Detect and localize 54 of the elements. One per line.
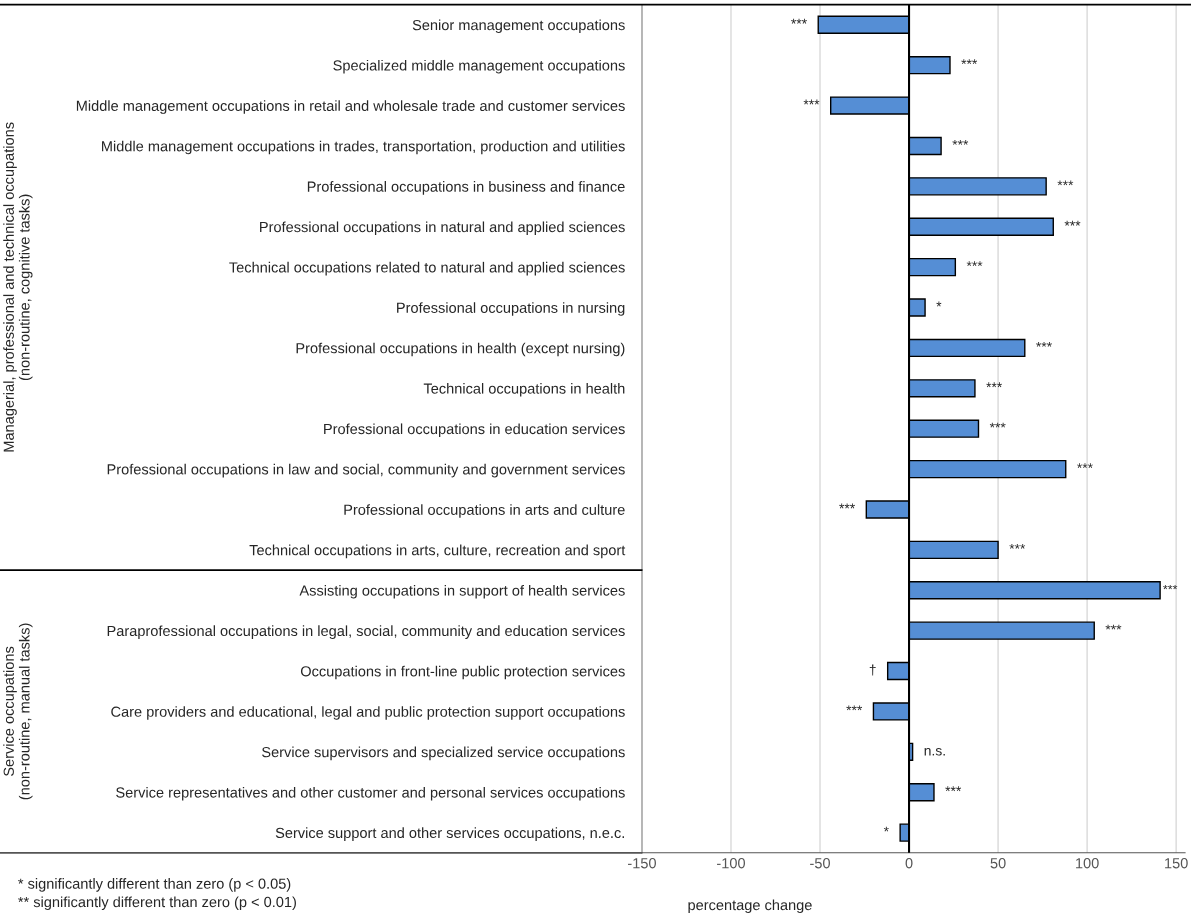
x-axis-title: percentage change	[688, 899, 812, 914]
y-tick-label: Middle management occupations in trades, transportation, production and utilities	[102, 140, 625, 155]
x-tick-label: 150	[1165, 858, 1188, 869]
y-tick-label: Senior management occupations	[412, 19, 625, 34]
data-label: ***	[966, 261, 983, 267]
data-label: ***	[1009, 543, 1026, 549]
data-label: ***	[945, 786, 962, 792]
data-label: ***	[1064, 220, 1081, 226]
y-tick-label: Technical occupations in arts, culture, recreation and sport	[249, 544, 626, 559]
y-tick-label: Occupations in front-line public protection services	[300, 665, 625, 680]
data-label: ***	[1057, 180, 1074, 186]
data-label: ***	[846, 705, 863, 711]
text: Service occupations (non-routine, manual tasks)	[3, 623, 33, 800]
x-tick-label: -100	[717, 858, 746, 869]
data-label: ***	[803, 99, 820, 105]
data-label: ***	[791, 18, 807, 24]
y-tick-label: Professional occupations in health (except nursing)	[296, 342, 625, 357]
data-label: ***	[961, 59, 978, 65]
y-tick-label: Professional occupations in nursing	[397, 302, 625, 316]
data-label: ***	[1163, 584, 1178, 590]
y-tick-label: Middle management occupations in retail and wholesale trade and customer services	[76, 100, 625, 114]
x-tick-label: 100	[1076, 858, 1099, 869]
y-tick-label: Specialized middle management occupations	[333, 59, 625, 74]
y-tick-label: Professional occupations in business and finance	[307, 181, 625, 195]
data-label: *	[936, 301, 942, 307]
data-label: ***	[1105, 624, 1122, 630]
y-tick-label: Professional occupations in arts and culture	[344, 504, 625, 518]
x-tick-label: -150	[628, 858, 656, 869]
y-tick-label: Professional occupations in natural and applied sciences	[260, 221, 625, 236]
data-label: ***	[986, 382, 1003, 388]
text: ** significantly different than zero (p < 0.01)	[18, 896, 296, 911]
y-tick-label: Service support and other services occupations, n.e.c.	[275, 827, 624, 841]
data-label: †	[869, 664, 876, 676]
y-tick-label: Assisting occupations in support of health services	[299, 584, 625, 599]
x-tick-label: -50	[810, 858, 830, 869]
data-label: n.s.	[924, 747, 945, 756]
data-label: *	[883, 826, 889, 832]
y-tick-label: Professional occupations in law and social, community and government services	[107, 463, 625, 478]
data-label: ***	[839, 503, 855, 509]
x-tick-label: 0	[905, 858, 913, 869]
data-label: ***	[989, 422, 1006, 428]
data-label: ***	[1077, 463, 1093, 468]
text: * significantly different than zero (p < 0.05)	[18, 878, 291, 892]
x-tick-label: 50	[990, 858, 1006, 869]
y-tick-label: Service representatives and other customer and personal services occupations	[116, 786, 625, 801]
data-label: ***	[952, 139, 969, 145]
y-tick-label: Paraprofessional occupations in legal, social, community and education services	[107, 625, 625, 639]
y-tick-label: Service supervisors and specialized service occupations	[262, 746, 625, 761]
y-tick-label: Professional occupations in education services	[324, 423, 625, 438]
y-tick-label: Technical occupations in health	[423, 383, 625, 397]
y-tick-label: Technical occupations related to natural and applied sciences	[229, 261, 625, 276]
y-tick-label: Care providers and educational, legal and public protection support occupations	[111, 706, 625, 720]
data-label: ***	[1036, 341, 1052, 347]
text: Managerial, professional and technical occupations (non-routine, cognitive tasks)	[3, 122, 33, 452]
